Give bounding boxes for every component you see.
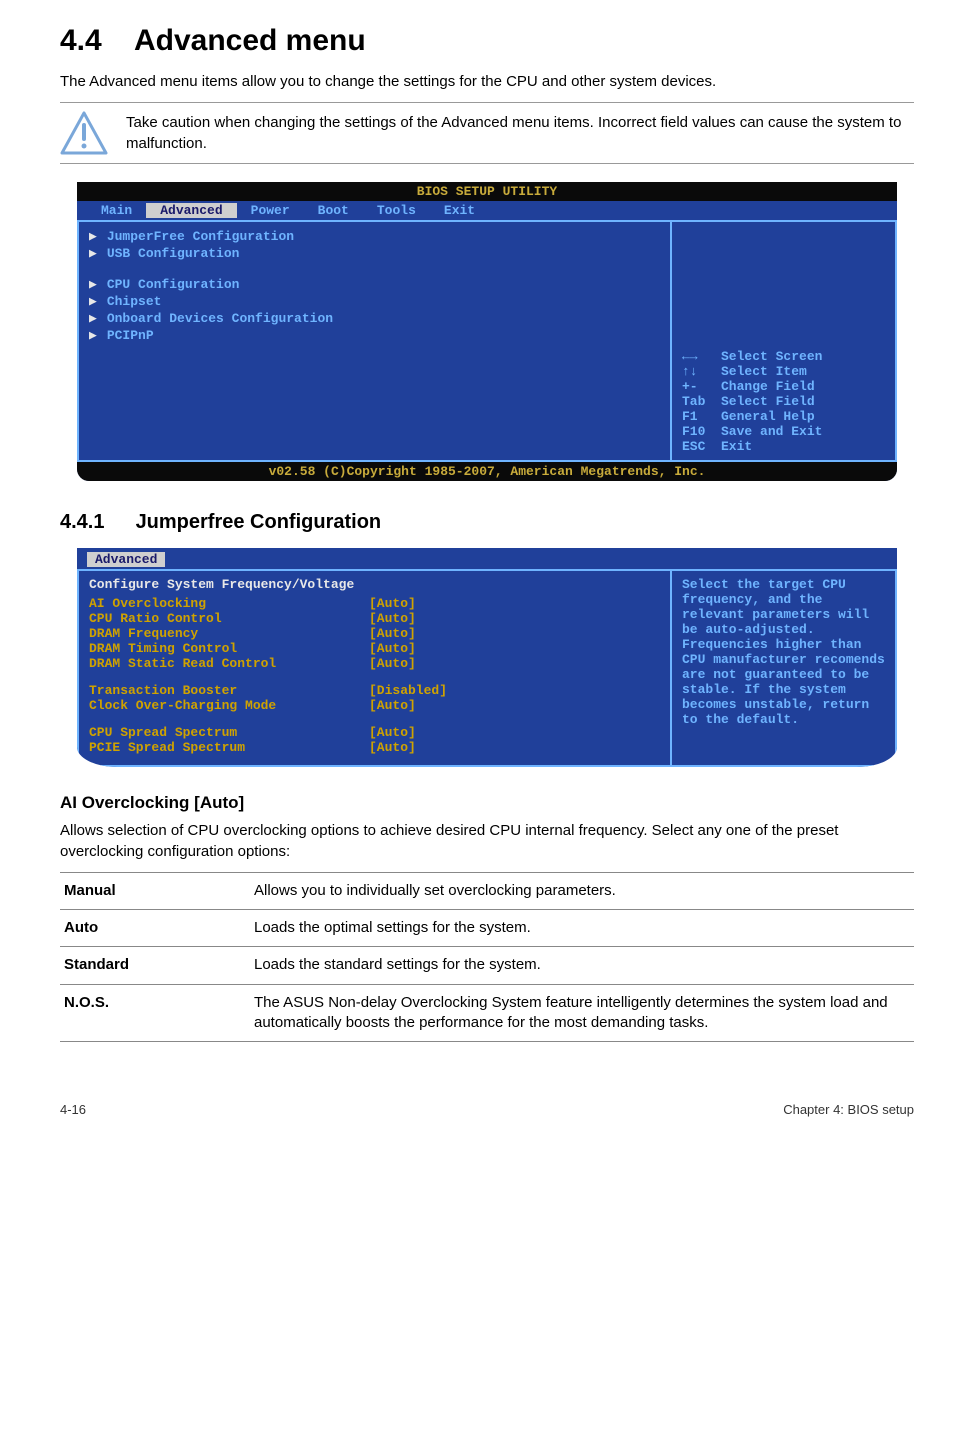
option-desc: The ASUS Non-delay Overclocking System f… (250, 984, 914, 1042)
bios2-val: [Auto] (369, 740, 416, 755)
bios2-val: [Auto] (369, 725, 416, 740)
bios-advanced-menu: BIOS SETUP UTILITY Main Advanced Power B… (77, 182, 897, 481)
bios-help-keys: ←→ Select Screen ↑↓ Select Item +- Chang… (682, 349, 885, 454)
page-number: 4-16 (60, 1102, 86, 1117)
bios-footer: v02.58 (C)Copyright 1985-2007, American … (77, 462, 897, 481)
bios2-val: [Auto] (369, 596, 416, 611)
help-key-row: Tab Select Field (682, 394, 885, 409)
section-heading: 4.4 Advanced menu (60, 24, 914, 58)
help-key-row: F10 Save and Exit (682, 424, 885, 439)
spacer (89, 262, 660, 276)
option-desc: Loads the standard settings for the syst… (250, 947, 914, 984)
bios2-row[interactable]: DRAM Static Read Control[Auto] (89, 656, 660, 671)
caution-note: Take caution when changing the settings … (60, 102, 914, 164)
bios2-val: [Auto] (369, 656, 416, 671)
bios2-row[interactable]: CPU Ratio Control[Auto] (89, 611, 660, 626)
help-key-row: +- Change Field (682, 379, 885, 394)
bios2-left-pane: Configure System Frequency/Voltage AI Ov… (77, 571, 672, 767)
bios2-row[interactable]: DRAM Timing Control[Auto] (89, 641, 660, 656)
table-row: Standard Loads the standard settings for… (60, 947, 914, 984)
bios2-row[interactable]: Transaction Booster[Disabled] (89, 683, 660, 698)
help-key-row: ESC Exit (682, 439, 885, 454)
caution-icon (60, 109, 108, 157)
bios2-row[interactable]: DRAM Frequency[Auto] (89, 626, 660, 641)
bios-tabs: Main Advanced Power Boot Tools Exit (77, 201, 897, 220)
bios-item-label: CPU Configuration (107, 277, 240, 292)
option-key: Auto (60, 910, 250, 947)
option-desc: Loads the optimal settings for the syste… (250, 910, 914, 947)
bios2-key: PCIE Spread Spectrum (89, 740, 369, 755)
bios-item-label: USB Configuration (107, 246, 240, 261)
bios-item-usb[interactable]: ▶USB Configuration (89, 245, 660, 262)
bios2-row[interactable]: Clock Over-Charging Mode[Auto] (89, 698, 660, 713)
bios-item-cpu[interactable]: ▶CPU Configuration (89, 276, 660, 293)
section-intro: The Advanced menu items allow you to cha… (60, 72, 914, 92)
bios2-key: DRAM Static Read Control (89, 656, 369, 671)
subsection-number: 4.4.1 (60, 511, 130, 534)
bios-item-label: JumperFree Configuration (107, 229, 294, 244)
bios2-header: Configure System Frequency/Voltage (89, 577, 660, 592)
help-key-row: ↑↓ Select Item (682, 364, 885, 379)
bios-item-chipset[interactable]: ▶Chipset (89, 293, 660, 310)
bios-tab-exit[interactable]: Exit (430, 203, 489, 218)
ai-overclocking-options-table: Manual Allows you to individually set ov… (60, 872, 914, 1042)
bios-item-label: Chipset (107, 294, 162, 309)
bios-jumperfree-config: Advanced Configure System Frequency/Volt… (77, 548, 897, 767)
bios-item-jumperfree[interactable]: ▶JumperFree Configuration (89, 228, 660, 245)
bios2-key: AI Overclocking (89, 596, 369, 611)
bios-left-pane: ▶JumperFree Configuration ▶USB Configura… (77, 222, 672, 462)
table-row: N.O.S. The ASUS Non-delay Overclocking S… (60, 984, 914, 1042)
bios-help-pane: ←→ Select Screen ↑↓ Select Item +- Chang… (672, 222, 897, 462)
bios2-val: [Auto] (369, 626, 416, 641)
option-key: Manual (60, 872, 250, 909)
spacer (89, 671, 660, 683)
bios2-row[interactable]: AI Overclocking[Auto] (89, 596, 660, 611)
bios2-key: Transaction Booster (89, 683, 369, 698)
subsection-title: Jumperfree Configuration (136, 511, 382, 533)
table-row: Manual Allows you to individually set ov… (60, 872, 914, 909)
bios2-tabs: Advanced (77, 548, 897, 569)
bios-tab-boot[interactable]: Boot (304, 203, 363, 218)
option-key: N.O.S. (60, 984, 250, 1042)
help-key-row: ←→ Select Screen (682, 349, 885, 364)
spacer (89, 713, 660, 725)
page-footer: 4-16 Chapter 4: BIOS setup (60, 1102, 914, 1117)
bios2-val: [Auto] (369, 611, 416, 626)
subsection-heading: 4.4.1 Jumperfree Configuration (60, 511, 914, 534)
bios-tab-main[interactable]: Main (87, 203, 146, 218)
bios2-key: CPU Ratio Control (89, 611, 369, 626)
bios2-key: Clock Over-Charging Mode (89, 698, 369, 713)
bios-item-label: Onboard Devices Configuration (107, 311, 333, 326)
option-key: Standard (60, 947, 250, 984)
bios2-val: [Auto] (369, 698, 416, 713)
bios-tab-power[interactable]: Power (237, 203, 304, 218)
bios2-help-pane: Select the target CPU frequency, and the… (672, 571, 897, 767)
table-row: Auto Loads the optimal settings for the … (60, 910, 914, 947)
bios2-val: [Auto] (369, 641, 416, 656)
help-key-row: F1 General Help (682, 409, 885, 424)
bios-tab-tools[interactable]: Tools (363, 203, 430, 218)
ai-overclocking-desc: Allows selection of CPU overclocking opt… (60, 821, 914, 862)
bios-tab-advanced[interactable]: Advanced (146, 203, 236, 218)
bios2-row[interactable]: CPU Spread Spectrum[Auto] (89, 725, 660, 740)
bios-item-onboard[interactable]: ▶Onboard Devices Configuration (89, 310, 660, 327)
option-desc: Allows you to individually set overclock… (250, 872, 914, 909)
bios2-key: DRAM Timing Control (89, 641, 369, 656)
chapter-label: Chapter 4: BIOS setup (783, 1102, 914, 1117)
bios2-key: CPU Spread Spectrum (89, 725, 369, 740)
bios2-val: [Disabled] (369, 683, 447, 698)
section-number: 4.4 (60, 24, 102, 57)
bios2-key: DRAM Frequency (89, 626, 369, 641)
bios2-tab-advanced[interactable]: Advanced (87, 552, 165, 567)
bios-titlebar: BIOS SETUP UTILITY (77, 182, 897, 201)
bios-item-pcipnp[interactable]: ▶PCIPnP (89, 327, 660, 344)
section-title-text: Advanced menu (134, 24, 366, 57)
ai-overclocking-heading: AI Overclocking [Auto] (60, 793, 914, 813)
bios-item-label: PCIPnP (107, 328, 154, 343)
bios2-row[interactable]: PCIE Spread Spectrum[Auto] (89, 740, 660, 755)
caution-text: Take caution when changing the settings … (126, 109, 914, 154)
